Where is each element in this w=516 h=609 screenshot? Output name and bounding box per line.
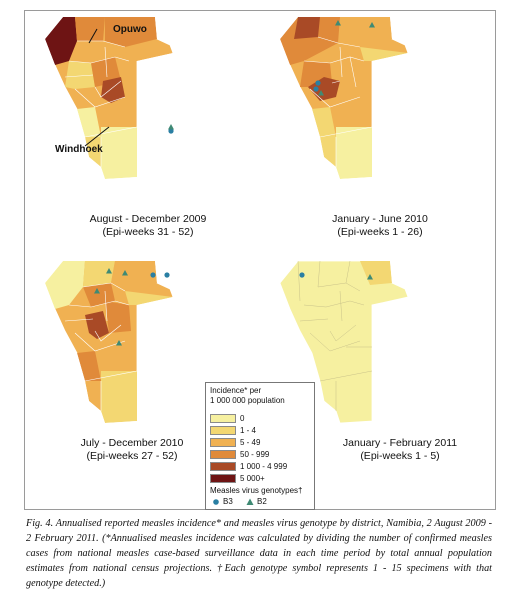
namibia-maps [44,16,409,424]
map1-subtitle: (Epi-weeks 31 - 52) [102,226,194,238]
map4-label: January - February 2011 (Epi-weeks 1 - 5… [315,437,485,463]
map-aug-dec-2009 [44,16,174,180]
map-legend: Incidence* per 1 000 000 population 0 1 … [205,382,315,510]
legend-title-line1: Incidence* per [210,386,262,395]
legend-swatch-4 [210,461,236,471]
legend-genotype-b2-label: B2 [257,497,267,506]
figure-panel: Opuwo Windhoek August - December 2009 (E… [24,10,496,510]
genotype-markers-map3 [94,268,170,346]
b2-triangle-icon [246,498,254,505]
legend-swatch-5 [210,473,236,483]
map2-title: January - June 2010 [332,213,428,225]
legend-label-2: 5 - 49 [240,437,261,447]
map3-label: July - December 2010 (Epi-weeks 27 - 52) [47,437,217,463]
legend-label-4: 1 000 - 4 999 [240,461,288,471]
map-jan-feb-2011 [279,260,409,424]
legend-class-5: 5 000+ [210,473,265,483]
map2-subtitle: (Epi-weeks 1 - 26) [337,226,423,238]
opuwo-label: Opuwo [113,24,147,35]
map4-title: January - February 2011 [342,437,458,449]
legend-label-3: 50 - 999 [240,449,270,459]
legend-label-0: 0 [240,413,245,423]
legend-genotype-b2: B2 [246,497,267,506]
map-jan-jun-2010 [279,16,409,180]
legend-label-1: 1 - 4 [240,425,257,435]
legend-swatch-0 [210,413,236,423]
b3-circle-icon [213,498,219,505]
legend-genotype-b3-label: B3 [223,497,233,506]
map1-title: August - December 2009 [89,213,207,225]
windhoek-leader-line [84,126,110,147]
windhoek-district [101,77,125,103]
opuwo-district [45,17,77,65]
map3-subtitle: (Epi-weeks 27 - 52) [86,450,178,462]
map1-label: August - December 2009 (Epi-weeks 31 - 5… [63,213,233,239]
legend-title: Incidence* per 1 000 000 population [210,386,285,406]
legend-title-line2: 1 000 000 population [210,396,285,405]
legend-class-2: 5 - 49 [210,437,260,447]
genotype-markers-map2 [313,20,375,96]
legend-label-5: 5 000+ [240,473,265,483]
map-jul-dec-2010 [44,260,174,424]
legend-swatch-2 [210,437,236,447]
genotype-markers-map4 [299,272,373,280]
legend-swatch-3 [210,449,236,459]
legend-class-3: 50 - 999 [210,449,269,459]
legend-class-0: 0 [210,413,244,423]
windhoek-label: Windhoek [55,144,103,155]
map4-subtitle: (Epi-weeks 1 - 5) [360,450,440,462]
map3-title: July - December 2010 [80,437,184,449]
legend-class-4: 1 000 - 4 999 [210,461,287,471]
opuwo-leader-line [88,28,98,44]
legend-genotypes-title: Measles virus genotypes† [210,486,303,495]
legend-genotype-b3: B3 [212,497,233,506]
legend-swatch-1 [210,425,236,435]
map2-label: January - June 2010 (Epi-weeks 1 - 26) [295,213,465,239]
figure-caption: Fig. 4. Annualised reported measles inci… [26,518,492,589]
legend-class-1: 1 - 4 [210,425,256,435]
